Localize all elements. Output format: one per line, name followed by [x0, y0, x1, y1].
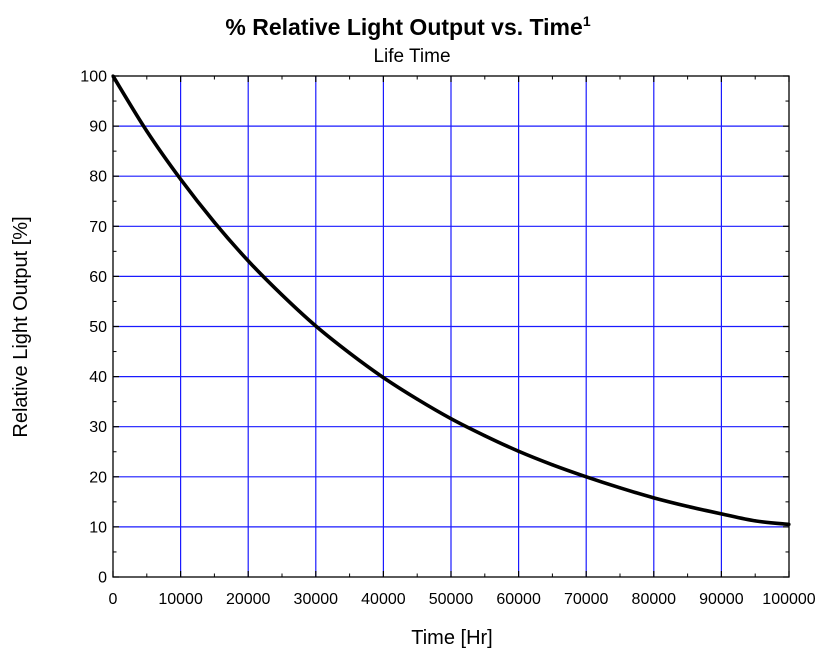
- data-point: [145, 129, 149, 133]
- x-tick-label: 80000: [632, 591, 677, 608]
- series-layer: [111, 74, 791, 527]
- data-point: [517, 449, 521, 453]
- data-point: [550, 463, 555, 467]
- x-tick-label: 50000: [429, 591, 474, 608]
- data-point: [584, 475, 588, 479]
- y-tick-label: 10: [89, 519, 107, 536]
- x-tick-label: 100000: [762, 591, 815, 608]
- y-tick-label: 40: [89, 369, 107, 386]
- data-point: [753, 519, 757, 523]
- x-tick-label: 20000: [226, 591, 271, 608]
- data-point: [280, 293, 284, 297]
- y-tick-label: 60: [89, 269, 107, 286]
- data-point: [314, 324, 318, 328]
- data-point: [686, 504, 690, 508]
- data-point: [212, 220, 216, 224]
- data-point: [719, 512, 724, 516]
- x-tick-label: 70000: [564, 591, 609, 608]
- x-tick-label: 30000: [294, 591, 339, 608]
- y-tick-label: 20: [89, 469, 107, 486]
- data-point: [111, 74, 115, 78]
- x-tick-label: 10000: [158, 591, 203, 608]
- data-point: [483, 434, 487, 438]
- y-tick-label: 30: [89, 419, 107, 436]
- data-point: [348, 351, 352, 355]
- y-tick-label: 0: [98, 570, 107, 587]
- data-point: [652, 496, 656, 500]
- axis-ticks: 0 10000 20000 30000 40000 50000 60000 70000 8000…: [80, 69, 816, 609]
- y-axis-label: Relative Light Output [%]: [10, 216, 32, 437]
- y-tick-label: 70: [89, 219, 107, 236]
- y-tick-label: 80: [89, 169, 107, 186]
- chart-title-superscript: 1: [583, 13, 591, 29]
- data-point: [449, 417, 453, 421]
- x-tick-label: 60000: [496, 591, 541, 608]
- x-tick-label: 0: [109, 591, 118, 608]
- data-point: [618, 486, 622, 490]
- chart-title-text: % Relative Light Output vs. Time: [225, 14, 582, 40]
- chart-subtitle: Life Time: [373, 46, 450, 67]
- grid-lines: [113, 76, 789, 577]
- x-axis-label: Time [Hr]: [411, 627, 492, 649]
- data-point: [415, 397, 419, 401]
- x-tick-label: 90000: [699, 591, 744, 608]
- y-tick-label: 50: [89, 319, 107, 336]
- data-point: [246, 259, 250, 263]
- data-point: [179, 177, 183, 181]
- x-tick-label: 40000: [361, 591, 406, 608]
- data-point: [381, 376, 385, 380]
- chart-title: % Relative Light Output vs. Time1: [225, 13, 590, 40]
- y-tick-label: 100: [80, 69, 107, 86]
- y-tick-label: 90: [89, 119, 107, 136]
- data-point: [787, 522, 791, 526]
